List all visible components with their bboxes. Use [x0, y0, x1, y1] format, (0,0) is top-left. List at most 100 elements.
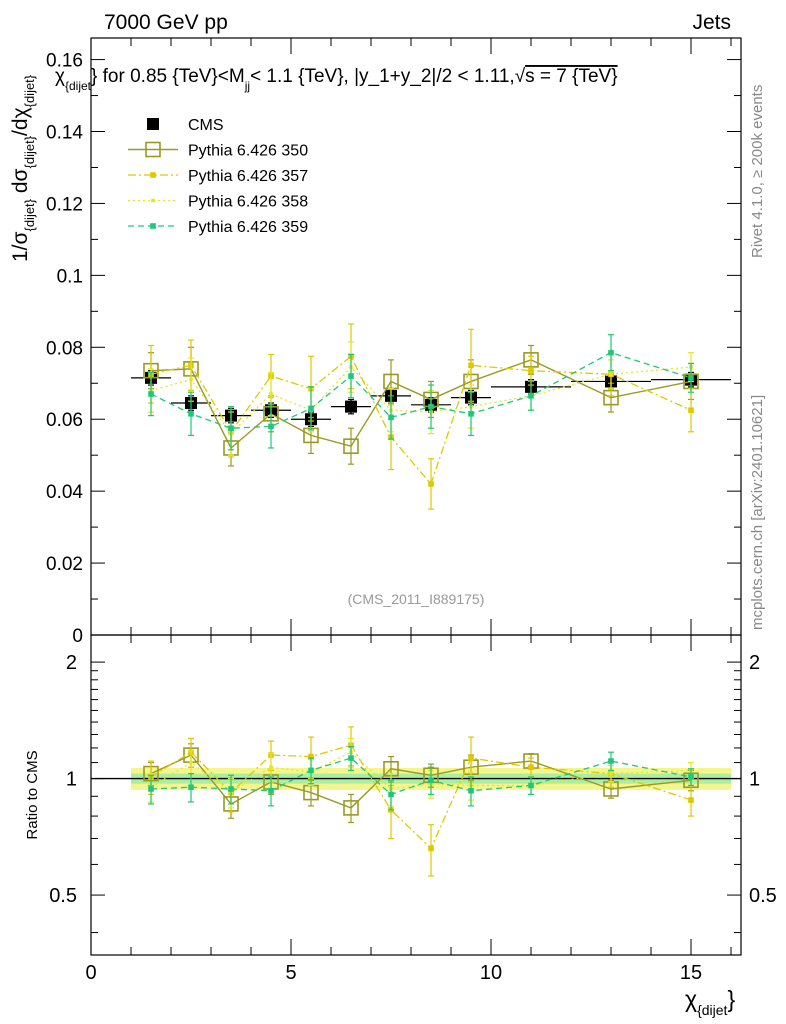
data-point-p359 — [428, 777, 434, 784]
plot-title: χ{dijet} for 0.85 {TeV}<Mjj< 1.1 {TeV}, … — [55, 66, 618, 93]
data-point-p358 — [269, 765, 273, 770]
ratio-y-tick-label-right: 1 — [749, 769, 760, 791]
data-point-p359 — [228, 425, 234, 432]
x-tick-label: 0 — [85, 962, 96, 984]
y-tick-label: 0.06 — [46, 410, 83, 431]
data-point-p359 — [688, 375, 694, 381]
legend-label: Pythia 6.426 350 — [188, 143, 308, 160]
main-y-axis-label: 1/σ{dijet} dσ{dijet}/dχ{dijet} — [9, 74, 37, 262]
data-point-p359 — [608, 758, 614, 764]
data-point-p350 — [343, 438, 359, 454]
data-point-p357 — [428, 845, 434, 852]
series-p357-ratio — [148, 726, 694, 877]
ratio-y-tick-label-right: 0.5 — [749, 885, 777, 907]
x-tick-label: 5 — [285, 962, 296, 984]
ratio-y-tick-label-right: 2 — [749, 652, 760, 674]
data-point-p357 — [528, 367, 534, 374]
data-point-p357 — [528, 764, 534, 771]
data-point-p359 — [148, 786, 154, 792]
data-point-p359 — [148, 391, 154, 397]
data-point-p359 — [348, 755, 354, 761]
data-point-p358 — [609, 372, 613, 377]
data-point-p357 — [688, 407, 694, 414]
ratio-x-axis: 0 5 10 15 — [85, 635, 732, 984]
series-line-p358 — [150, 366, 692, 435]
series-p350-main — [143, 344, 699, 467]
data-point-p359 — [188, 784, 194, 791]
series-line-p357 — [150, 744, 692, 850]
watermark-label: (CMS_2011_I889175) — [348, 591, 485, 607]
legend-label: CMS — [188, 117, 224, 134]
ratio-panel: 0.5 0.5 1 1 2 2 0 5 10 15 — [49, 634, 777, 984]
x-axis-label: χ{dijet} — [685, 986, 735, 1018]
series-p358-main — [148, 341, 694, 456]
series-line-p358 — [150, 751, 692, 794]
ratio-y-tick-label: 1 — [66, 769, 77, 791]
y-tick-label: 0.12 — [46, 194, 83, 215]
legend-entry-p350: Pythia 6.426 350 — [128, 141, 308, 160]
ratio-y-axis: 0.5 0.5 1 1 2 2 — [49, 652, 777, 934]
series-p359-main — [148, 334, 694, 451]
data-point-p359 — [388, 791, 394, 798]
series-line-p350 — [150, 359, 692, 450]
ratio-y-axis-label: Ratio to CMS — [24, 750, 41, 839]
rivet-version-label: Rivet 4.1.0, ≥ 200k events — [749, 85, 766, 258]
y-tick-label: 0.04 — [46, 482, 83, 503]
ratio-y-tick-label: 2 — [66, 652, 77, 674]
ratio-y-tick-label: 0.5 — [49, 885, 77, 907]
y-tick-label: 0 — [72, 626, 83, 647]
data-point-p357 — [468, 755, 474, 761]
series-p359-ratio — [148, 745, 694, 811]
legend-label: Pythia 6.426 357 — [188, 168, 308, 185]
y-tick-label: 0.02 — [46, 554, 83, 575]
x-tick-label: 10 — [480, 962, 502, 984]
main-panel: 0 0.02 0.04 0.06 0.08 0.1 0.12 0.14 0.16 (CMS_20… — [46, 37, 742, 647]
series-line-p350 — [150, 754, 692, 809]
legend-entry-p358: Pythia 6.426 358 — [128, 194, 308, 211]
data-point-cms — [345, 400, 357, 413]
legend-marker — [151, 198, 155, 203]
y-tick-label: 0.14 — [46, 123, 83, 144]
data-point-p357 — [428, 481, 434, 487]
legend-marker — [150, 172, 156, 178]
data-point-p359 — [688, 774, 694, 780]
data-point-p359 — [528, 782, 534, 789]
main-y-axis: 0 0.02 0.04 0.06 0.08 0.1 0.12 0.14 0.16 — [46, 51, 741, 647]
data-point-p359 — [348, 373, 354, 379]
ratio-data-series — [143, 726, 699, 877]
legend-entry-p357: Pythia 6.426 357 — [128, 168, 308, 185]
data-point-p357 — [688, 797, 694, 803]
legend: CMS Pythia 6.426 350 Pythia 6.426 357 Pythi… — [128, 117, 308, 236]
data-point-p357 — [308, 753, 314, 760]
data-point-p359 — [228, 786, 234, 792]
legend-marker — [145, 141, 161, 158]
data-point-p359 — [468, 411, 474, 417]
category-label: Jets — [692, 11, 731, 34]
series-line-p359 — [150, 351, 692, 429]
mcplots-label: mcplots.cern.ch [arXiv:2401.10621] — [749, 395, 766, 630]
data-point-p357 — [468, 362, 474, 369]
data-point-p358 — [269, 392, 273, 396]
data-point-p358 — [189, 760, 193, 765]
y-tick-label: 0.08 — [46, 338, 83, 359]
y-tick-label: 0.1 — [57, 266, 83, 287]
data-point-p359 — [268, 787, 274, 794]
legend-marker — [150, 223, 156, 229]
data-point-p359 — [468, 787, 474, 794]
legend-entry-cms: CMS — [147, 117, 224, 134]
data-point-p350 — [343, 800, 359, 816]
legend-label: Pythia 6.426 358 — [188, 194, 308, 211]
data-point-p359 — [308, 767, 314, 774]
ratio-panel-frame — [90, 634, 742, 956]
data-point-p358 — [189, 377, 193, 382]
legend-label: Pythia 6.426 359 — [188, 219, 308, 236]
data-point-p358 — [609, 771, 613, 776]
data-point-p359 — [608, 349, 614, 356]
main-data-series — [131, 323, 731, 510]
data-point-p359 — [528, 393, 534, 399]
data-point-p359 — [308, 405, 314, 412]
y-tick-label: 0.16 — [46, 51, 83, 72]
main-x-axis-ticks — [90, 38, 732, 635]
legend-marker — [147, 118, 159, 130]
